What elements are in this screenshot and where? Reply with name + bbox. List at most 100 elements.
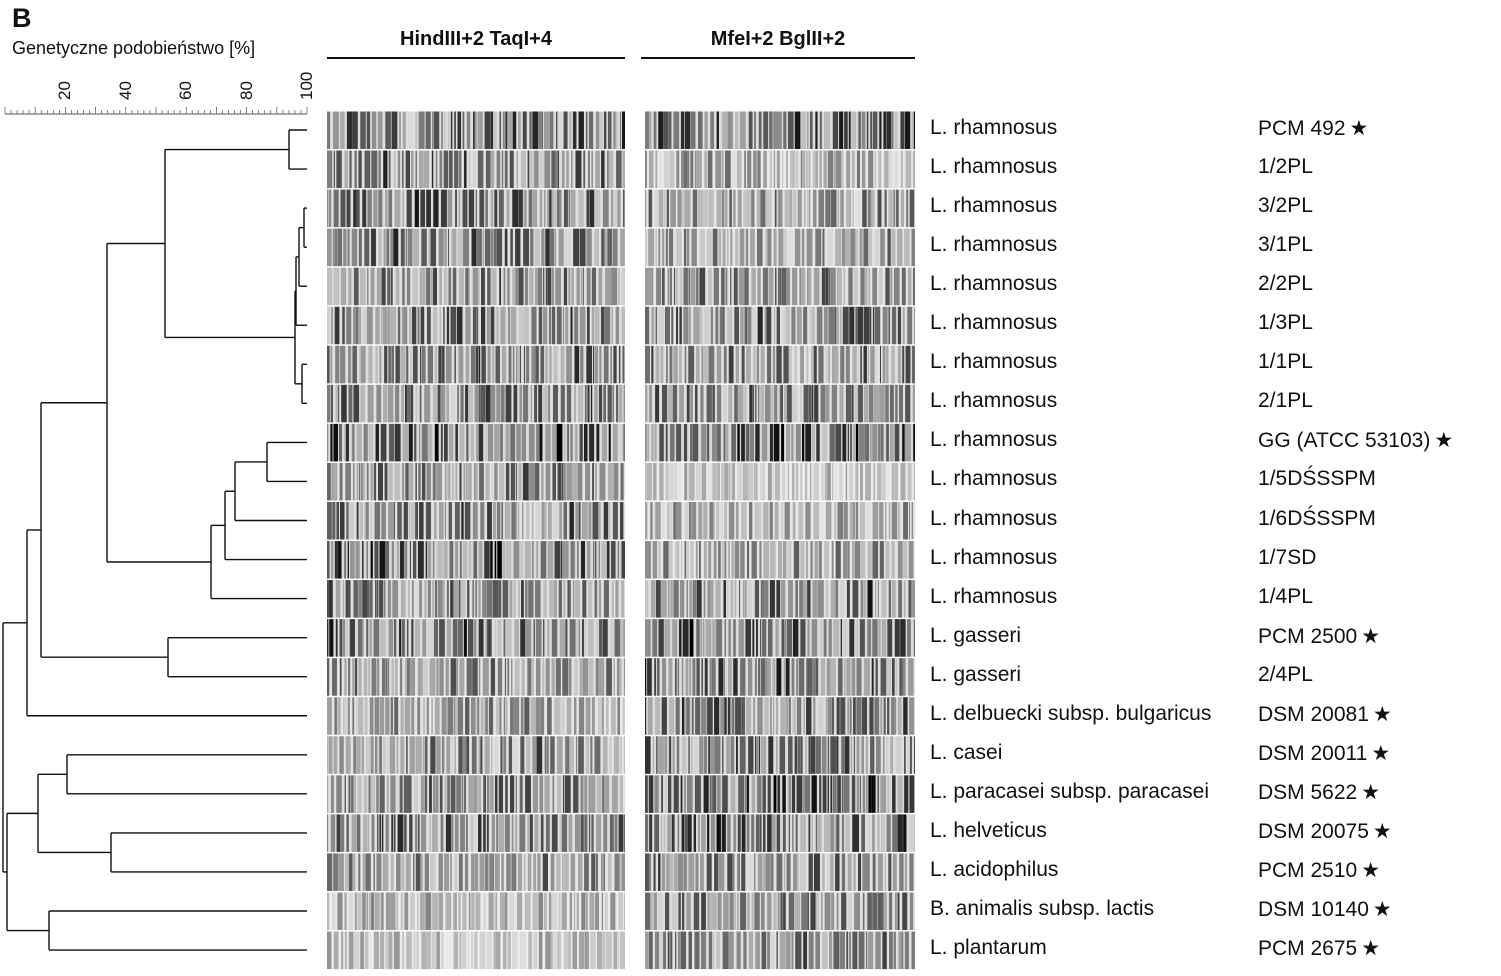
gel-band xyxy=(356,462,359,501)
gel-band xyxy=(409,306,411,345)
gel-band xyxy=(349,619,356,657)
gel-band xyxy=(754,111,756,150)
gel-band xyxy=(376,384,382,423)
gel-band xyxy=(340,267,347,306)
gel-band xyxy=(466,658,472,696)
gel-band xyxy=(801,111,806,150)
gel-band xyxy=(800,345,804,384)
gel-band xyxy=(613,462,619,501)
gel-band xyxy=(371,814,375,852)
gel-band xyxy=(745,228,749,267)
gel-band xyxy=(507,306,510,345)
gel-band xyxy=(696,345,700,384)
gel-band xyxy=(686,228,690,267)
gel-band xyxy=(748,931,754,970)
gel-band xyxy=(518,267,524,306)
gel-band xyxy=(840,580,845,618)
gel-band xyxy=(803,384,809,423)
gel-band xyxy=(757,384,760,423)
gel-band xyxy=(872,814,875,852)
gel-band xyxy=(700,931,705,970)
gel-band xyxy=(522,501,524,540)
gel-band xyxy=(497,658,503,696)
gel-band xyxy=(704,111,708,150)
gel-band xyxy=(895,189,899,228)
gel-band xyxy=(741,501,747,540)
gel-band xyxy=(681,736,687,774)
gel-band xyxy=(872,892,878,931)
gel-band xyxy=(800,814,806,852)
gel-band xyxy=(820,892,823,931)
gel-band xyxy=(510,775,515,813)
gel-band xyxy=(707,580,711,618)
gel-band xyxy=(443,150,449,189)
strain-label: 1/1PL xyxy=(1258,350,1313,374)
gel-band xyxy=(507,111,513,150)
gel-band xyxy=(462,892,467,931)
gel-band xyxy=(744,306,748,345)
gel-band xyxy=(584,775,588,813)
gel-band xyxy=(655,306,658,345)
gel-band xyxy=(708,267,712,306)
gel-band xyxy=(539,423,543,462)
gel-band xyxy=(856,150,860,189)
gel-band xyxy=(347,541,349,579)
gel-band xyxy=(549,580,554,618)
gel-band xyxy=(741,345,745,384)
gel-band xyxy=(720,697,725,735)
gel-band xyxy=(837,189,840,228)
gel-band xyxy=(433,306,438,345)
gel-band xyxy=(607,462,614,501)
gel-band xyxy=(848,267,853,306)
gel-band xyxy=(379,345,382,384)
gel-band xyxy=(833,931,840,970)
gel-band xyxy=(792,267,798,306)
gel-band xyxy=(749,228,755,267)
gel-band xyxy=(718,658,724,696)
gel-band xyxy=(363,462,365,501)
gel-band xyxy=(458,150,462,189)
gel-band xyxy=(699,228,705,267)
gel-band xyxy=(782,150,784,189)
gel-band xyxy=(745,697,752,735)
gel-band xyxy=(560,345,565,384)
gel-band xyxy=(760,892,765,931)
gel-band xyxy=(470,814,474,852)
gel-band xyxy=(825,501,832,540)
gel-band xyxy=(767,814,772,852)
gel-band xyxy=(575,580,581,618)
gel-band xyxy=(835,853,840,891)
gel-band xyxy=(448,501,452,540)
gel-band xyxy=(337,697,341,735)
gel-band xyxy=(743,580,745,618)
gel-band xyxy=(536,541,539,579)
gel-band xyxy=(883,111,887,150)
gel-band xyxy=(434,345,438,384)
gel-band xyxy=(622,697,625,735)
gel-band xyxy=(681,658,684,696)
gel-band xyxy=(587,384,590,423)
gel-band xyxy=(598,267,603,306)
strain-label: 3/1PL xyxy=(1258,233,1313,257)
gel-band xyxy=(867,931,874,970)
gel-band xyxy=(418,111,425,150)
gel-band xyxy=(462,111,465,150)
gel-band xyxy=(447,189,453,228)
gel-band xyxy=(653,501,655,540)
gel-band xyxy=(755,462,758,501)
gel-band xyxy=(563,501,567,540)
gel-band xyxy=(903,501,908,540)
gel-band xyxy=(716,619,723,657)
gel-band xyxy=(898,580,902,618)
gel-band xyxy=(825,189,831,228)
gel-band xyxy=(536,619,542,657)
gel-band xyxy=(654,814,660,852)
gel-band xyxy=(394,697,399,735)
gel-band xyxy=(664,306,670,345)
gel-band xyxy=(344,931,347,970)
gel-band xyxy=(882,306,888,345)
gel-band xyxy=(454,501,460,540)
gel-band xyxy=(813,462,819,501)
gel-band xyxy=(527,853,532,891)
gel-band xyxy=(880,775,887,813)
